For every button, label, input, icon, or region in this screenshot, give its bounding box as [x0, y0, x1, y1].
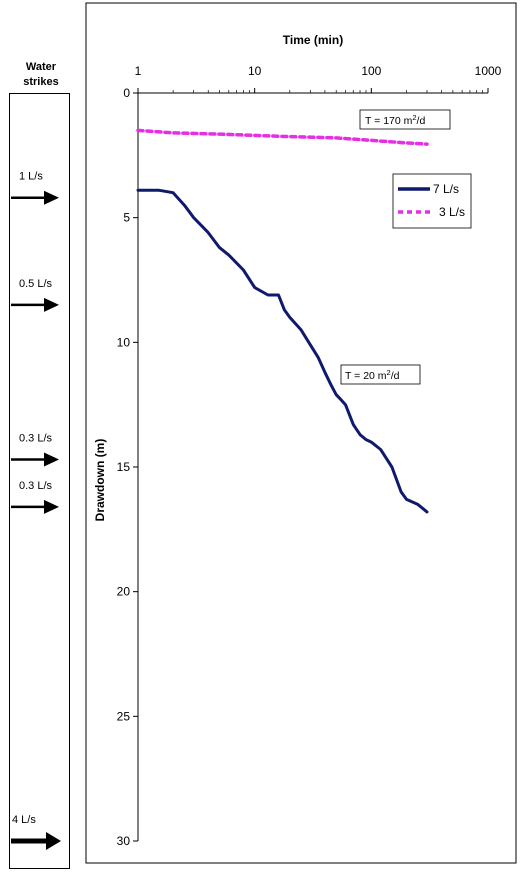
series-line-7ls	[136, 188, 429, 514]
annotation-t20: T = 20 m2/d	[340, 364, 421, 385]
legend: 7 L/s 3 L/s	[392, 173, 472, 229]
annotation-t20-text: T = 20 m2/d	[345, 368, 400, 382]
y-ticks: 0 5 10 15 20 25 30	[117, 86, 138, 848]
water-strikes-arrows: 1 L/s 0.5 L/s 0.3 L/s 0.3 L/s 4 L/s	[11, 171, 61, 850]
x-tick-label: 1	[135, 64, 142, 78]
water-strike-arrow-head	[44, 499, 59, 514]
water-strikes-title-line2: strikes	[23, 76, 59, 88]
annotation-t170: T = 170 m2/d	[359, 109, 451, 130]
series-line-3ls	[136, 128, 429, 146]
y-tick-label: 25	[117, 709, 131, 723]
x-tick-label: 10	[248, 64, 262, 78]
y-axis-label: Drawdown (m)	[93, 439, 107, 522]
water-strike-label: 0.5 L/s	[19, 278, 53, 290]
chart-frame	[85, 2, 517, 864]
annotation-t170-text: T = 170 m2/d	[365, 113, 425, 127]
legend-label-3ls: 3 L/s	[439, 205, 465, 219]
y-tick-label: 15	[117, 460, 131, 474]
y-tick-label: 30	[117, 834, 131, 848]
water-strike-label: 1 L/s	[19, 171, 43, 183]
annotation-t170-box	[359, 109, 451, 130]
water-strike-arrow-head	[44, 190, 59, 205]
water-strike-label: 4 L/s	[12, 814, 36, 826]
y-tick-label: 0	[123, 86, 130, 100]
water-strikes-title-line1: Water	[25, 61, 57, 73]
water-strikes-panel	[9, 93, 70, 869]
x-axis-label: Time (min)	[283, 33, 343, 47]
legend-box	[392, 173, 472, 229]
x-ticks: 1 10 100 1000	[135, 64, 502, 93]
x-tick-label: 100	[361, 64, 381, 78]
water-strike-label: 0.3 L/s	[19, 480, 53, 492]
legend-label-7ls: 7 L/s	[433, 182, 459, 196]
annotation-t20-box	[340, 364, 421, 385]
y-tick-label: 5	[123, 211, 130, 225]
water-strike-arrow-head	[44, 452, 59, 467]
water-strike-label: 0.3 L/s	[19, 433, 53, 445]
y-tick-label: 10	[117, 335, 131, 349]
y-tick-label: 20	[117, 585, 131, 599]
water-strikes-title: Water strikes	[10, 60, 72, 90]
x-tick-label: 1000	[475, 64, 502, 78]
water-strike-arrow-head	[46, 832, 61, 850]
series-lines	[136, 128, 429, 514]
water-strike-arrow-head	[44, 297, 59, 312]
